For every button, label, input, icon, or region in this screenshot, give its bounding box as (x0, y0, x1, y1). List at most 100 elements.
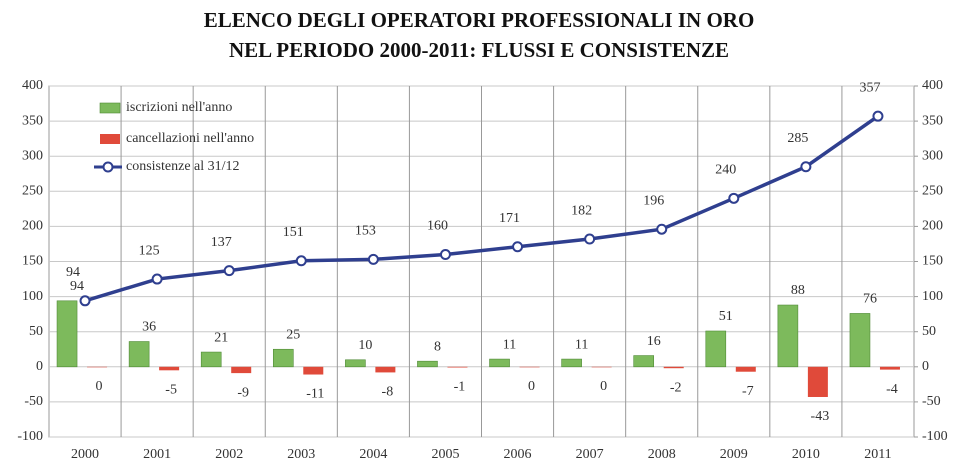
x-tick-label: 2004 (359, 447, 387, 462)
line-point (728, 192, 740, 204)
bar (561, 358, 582, 368)
x-tick-label: 2003 (287, 447, 315, 462)
data-label: 160 (427, 219, 448, 234)
x-tick-label: 2000 (71, 447, 99, 462)
line-point (367, 253, 379, 265)
line-point (223, 265, 235, 277)
bar (591, 366, 612, 368)
bar (735, 366, 756, 372)
bar (417, 360, 438, 368)
bar (489, 358, 510, 368)
data-label: 171 (499, 211, 520, 226)
y2-tick-label: 150 (922, 254, 943, 269)
bar (272, 348, 294, 368)
y-tick-label: 250 (22, 184, 43, 199)
bar (447, 366, 468, 368)
x-tick-label: 2010 (792, 447, 820, 462)
y2-tick-label: 350 (922, 113, 943, 128)
y-tick-label: 100 (22, 289, 43, 304)
bar (663, 366, 684, 369)
data-label: 137 (211, 235, 232, 250)
line-point (872, 110, 884, 122)
y2-tick-label: 100 (922, 289, 943, 304)
data-label: 0 (96, 379, 103, 394)
legend-swatch (99, 102, 121, 114)
data-label: -43 (811, 409, 830, 424)
y-tick-label: 300 (22, 148, 43, 163)
x-tick-label: 2007 (576, 447, 604, 462)
y2-tick-label: 200 (922, 219, 943, 234)
y-tick-label: 150 (22, 254, 43, 269)
data-label: 151 (283, 225, 304, 240)
legend-swatch (100, 134, 120, 144)
x-tick-label: 2009 (720, 447, 748, 462)
line-point (439, 248, 451, 260)
line (84, 114, 879, 303)
y2-tick-label: 400 (922, 78, 943, 93)
bar (519, 366, 540, 368)
data-label: -11 (306, 387, 324, 402)
y2-tick-label: 300 (922, 148, 943, 163)
data-label: -8 (382, 385, 394, 400)
data-label: -9 (237, 385, 249, 400)
line-point (584, 233, 596, 245)
data-label: 51 (719, 309, 733, 324)
data-label: 10 (358, 338, 372, 353)
data-label: 182 (571, 203, 592, 218)
bar (128, 341, 150, 368)
data-label: 153 (355, 224, 376, 239)
bar (777, 304, 799, 368)
bar (231, 366, 252, 374)
x-tick-label: 2005 (431, 447, 459, 462)
bar (303, 366, 324, 375)
line-point (79, 295, 91, 307)
data-label: 196 (643, 193, 664, 208)
bar (633, 355, 655, 368)
y-tick-label: -50 (24, 394, 43, 409)
bar (705, 330, 727, 368)
line-point (295, 255, 307, 267)
data-label: 0 (528, 379, 535, 394)
legend-label: cancellazioni nell'anno (126, 131, 254, 146)
data-label: 94 (70, 279, 84, 294)
x-tick-label: 2011 (864, 447, 891, 462)
y-tick-label: -100 (17, 429, 43, 444)
bar (879, 366, 900, 370)
data-label: -5 (165, 383, 177, 398)
x-tick-label: 2002 (215, 447, 243, 462)
data-label: 240 (715, 163, 736, 178)
bar (159, 366, 180, 371)
chart-title: ELENCO DEGLI OPERATORI PROFESSIONALI IN … (204, 8, 755, 32)
data-label: 16 (647, 334, 661, 349)
x-tick-label: 2001 (143, 447, 171, 462)
data-label: 125 (139, 243, 160, 258)
legend-label: consistenze al 31/12 (126, 159, 240, 174)
bar (375, 366, 396, 373)
data-label: -4 (886, 382, 898, 397)
data-label: 76 (863, 292, 877, 307)
chart-subtitle: NEL PERIODO 2000-2011: FLUSSI E CONSISTE… (229, 38, 729, 62)
data-label: 0 (600, 379, 607, 394)
data-label: 94 (66, 265, 80, 280)
bar (849, 313, 871, 368)
data-label: -1 (454, 380, 466, 395)
data-label: 285 (787, 131, 808, 146)
y2-tick-label: -50 (922, 394, 941, 409)
y-tick-label: 350 (22, 113, 43, 128)
data-label: 36 (142, 320, 156, 335)
data-label: 25 (286, 327, 300, 342)
y-tick-label: 400 (22, 78, 43, 93)
legend-swatch (102, 161, 114, 173)
data-label: 8 (434, 339, 441, 354)
y2-tick-label: 250 (922, 184, 943, 199)
y-tick-label: 200 (22, 219, 43, 234)
y-tick-label: 0 (36, 359, 43, 374)
data-label: -7 (742, 384, 754, 399)
y2-tick-label: 50 (922, 324, 936, 339)
data-label: 21 (214, 330, 228, 345)
bar (807, 366, 828, 397)
bar (200, 351, 222, 368)
y-tick-label: 50 (29, 324, 43, 339)
line-point (800, 161, 812, 173)
